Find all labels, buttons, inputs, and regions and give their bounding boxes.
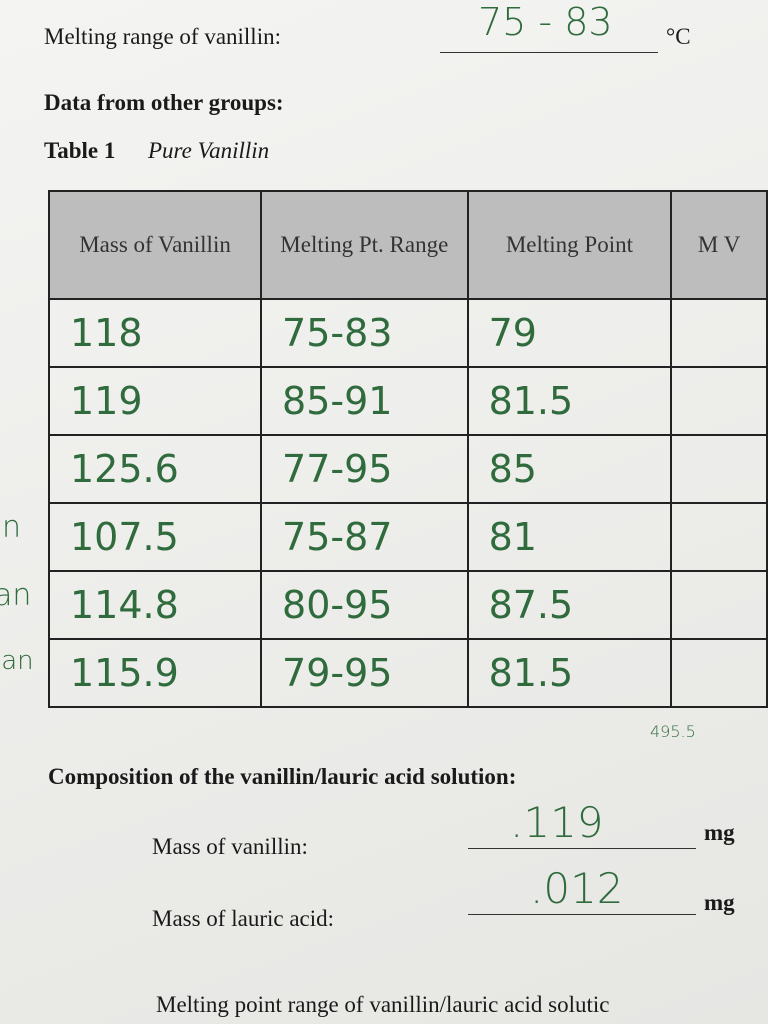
- cell: 81: [466, 502, 673, 572]
- empty-cell: [670, 502, 768, 572]
- cell: 85-91: [260, 366, 469, 436]
- label: Melting range of vanillin:: [44, 24, 281, 49]
- heading: Data from other groups:: [44, 90, 284, 115]
- margin-text: lan: [0, 646, 34, 676]
- margin-text: n: [2, 510, 22, 545]
- cell: 77-95: [260, 434, 469, 504]
- table-number: Table 1: [44, 138, 116, 163]
- header-row: Mass of Vanillin Melting Pt. Range Melting…: [47, 190, 768, 300]
- cell: 115.9: [47, 638, 263, 708]
- cell: 75-87: [260, 502, 469, 572]
- handwritten-value: 75 - 83: [478, 0, 613, 44]
- cell: 80-95: [260, 570, 469, 640]
- table-row: 115.9 79-95 81.5: [47, 638, 768, 708]
- label: Melting point range of vanillin/lauric a…: [156, 992, 610, 1017]
- column-header: Mass of Vanillin: [47, 190, 263, 300]
- table-row: 114.8 80-95 87.5: [47, 570, 768, 640]
- empty-cell: [670, 570, 768, 640]
- empty-cell: [670, 434, 768, 504]
- table-title: Pure Vanillin: [148, 138, 270, 163]
- table-row: 119 85-91 81.5: [47, 366, 768, 436]
- data-table: Mass of Vanillin Melting Pt. Range Melting…: [47, 190, 768, 708]
- label: Mass of vanillin:: [152, 834, 308, 859]
- empty-cell: [670, 298, 768, 368]
- unit: °C: [666, 24, 691, 49]
- table-row: 118 75-83 79: [47, 298, 768, 368]
- empty-cell: [670, 638, 768, 708]
- cell: 125.6: [47, 434, 263, 504]
- unit: mg: [704, 890, 735, 915]
- cell: 79-95: [260, 638, 469, 708]
- heading: Composition of the vanillin/lauric acid …: [48, 764, 517, 789]
- cell: 114.8: [47, 570, 263, 640]
- cell: 75-83: [260, 298, 469, 368]
- margin-text: an: [0, 578, 32, 613]
- column-header: Melting Pt. Range: [260, 190, 469, 300]
- cell: 118: [47, 298, 263, 368]
- blank-line: [440, 52, 658, 53]
- cell: 81.5: [466, 638, 673, 708]
- cell: 85: [466, 434, 673, 504]
- handwritten-value: .012: [530, 864, 624, 913]
- cell: 87.5: [466, 570, 673, 640]
- cell: 107.5: [47, 502, 263, 572]
- cell: 119: [47, 366, 263, 436]
- cell: 81.5: [466, 366, 673, 436]
- blank-line: [468, 848, 696, 849]
- cell: 79: [466, 298, 673, 368]
- blank-line: [468, 914, 696, 915]
- label: Mass of lauric acid:: [152, 906, 335, 931]
- handwritten-value: .119: [510, 798, 604, 847]
- column-header: M V: [670, 190, 768, 300]
- unit: mg: [704, 820, 735, 845]
- note: 495.5: [650, 722, 696, 741]
- column-header: Melting Point: [466, 190, 673, 300]
- table-row: 125.6 77-95 85: [47, 434, 768, 504]
- table-row: 107.5 75-87 81: [47, 502, 768, 572]
- empty-cell: [670, 366, 768, 436]
